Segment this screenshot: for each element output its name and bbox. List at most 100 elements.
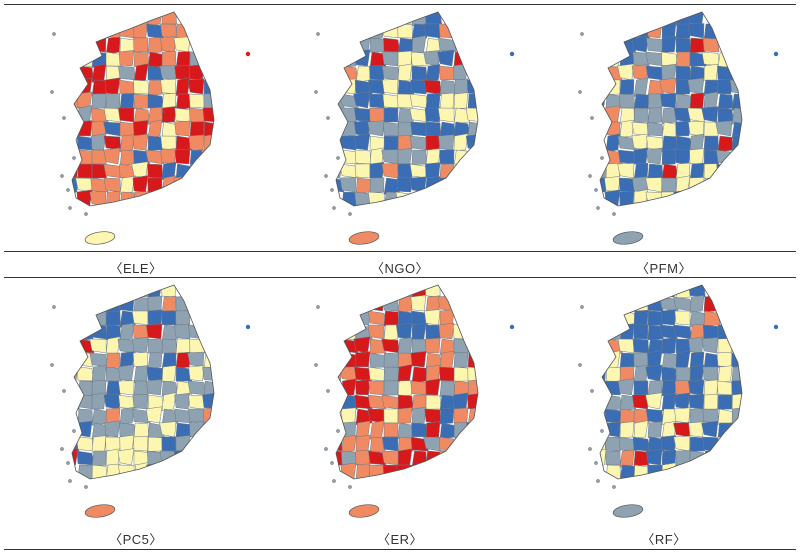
coastline-outline (71, 11, 215, 207)
region-cell (117, 364, 135, 382)
region-cell (410, 351, 427, 368)
region-cell (439, 350, 455, 370)
region-cell (189, 338, 206, 354)
region-cell (397, 337, 413, 356)
region-cell (425, 378, 441, 396)
choropleth-map-er (314, 284, 515, 518)
map-panel-ele: 〈ELE〉 (4, 6, 268, 277)
island (324, 174, 328, 178)
region-cell (396, 176, 413, 193)
region-cell (187, 78, 205, 95)
coastline-outline (335, 284, 479, 480)
region-cell (91, 450, 107, 468)
region-cell (701, 51, 720, 67)
region-cell (605, 133, 621, 153)
east-island (245, 324, 251, 330)
region-cell (619, 352, 635, 369)
region-cell (146, 366, 164, 382)
region-cell (187, 380, 206, 396)
region-cell (411, 189, 427, 206)
region-cell (174, 324, 191, 340)
region-cells (600, 285, 742, 479)
region-cell (369, 177, 385, 193)
region-cell (118, 295, 135, 312)
region-cell (132, 351, 149, 368)
region-cell (105, 191, 121, 206)
region-cell (647, 421, 663, 439)
region-cell (161, 51, 177, 67)
region-cell (673, 296, 693, 312)
region-cell (188, 394, 206, 410)
region-cell (703, 448, 719, 467)
region-cell (383, 324, 399, 341)
region-cell (673, 435, 691, 452)
east-island (773, 51, 779, 57)
region-cell (411, 422, 428, 438)
region-cell (397, 121, 413, 138)
region-cell (409, 176, 427, 193)
region-cell (340, 120, 357, 137)
jeju-island (348, 231, 380, 245)
region-cell (702, 366, 719, 382)
region-cell (604, 189, 621, 206)
region-cell (600, 121, 607, 138)
region-cell (145, 406, 163, 424)
region-cell (453, 163, 470, 179)
island (66, 461, 70, 465)
region-cell (646, 121, 665, 137)
region-cell (661, 22, 677, 39)
region-cell (645, 364, 663, 382)
region-cell (147, 79, 164, 97)
region-cell (411, 12, 427, 27)
region-cell (147, 119, 163, 139)
region-cell (439, 309, 455, 326)
region-cell (175, 310, 191, 326)
region-cell (632, 338, 650, 354)
region-cell (619, 190, 635, 206)
region-cell (675, 338, 691, 354)
region-cell (336, 436, 343, 452)
region-cell (188, 408, 205, 424)
region-cell (147, 436, 163, 452)
region-cell (703, 294, 719, 313)
region-cell (103, 393, 121, 410)
region-cells (72, 12, 214, 206)
region-cell (423, 23, 441, 39)
region-cell (175, 295, 191, 312)
region-cell (336, 365, 343, 382)
island (336, 156, 340, 160)
region-cell (424, 309, 441, 326)
region-cell (89, 324, 107, 340)
region-cell (411, 65, 428, 81)
region-cell (91, 79, 107, 97)
region-cell (147, 190, 163, 206)
panel-label-rf: 〈RF〉 (641, 532, 687, 547)
choropleth-map-pc5 (50, 284, 251, 518)
region-cell (147, 177, 163, 193)
region-cell (605, 464, 621, 479)
region-cell (353, 91, 371, 109)
region-cell (340, 462, 357, 479)
panel-label-ele: 〈ELE〉 (109, 261, 163, 276)
region-cell (397, 93, 413, 109)
jeju-island (84, 504, 116, 518)
region-cell (717, 93, 734, 111)
region-cell (341, 435, 357, 453)
island (314, 363, 318, 367)
region-cell (633, 107, 649, 124)
region-cell (604, 380, 621, 396)
island (330, 188, 334, 192)
region-cell (453, 351, 469, 369)
region-cell (89, 352, 108, 368)
region-cell (425, 162, 441, 179)
island (326, 389, 330, 393)
east-island (509, 51, 515, 57)
map-panel-er: 〈ER〉 (268, 279, 532, 549)
region-cell (423, 79, 442, 95)
region-cell (161, 365, 177, 383)
choropleth-map-rf (578, 284, 779, 518)
region-cell (631, 36, 649, 53)
region-cell (395, 191, 415, 206)
region-cell (647, 310, 663, 326)
